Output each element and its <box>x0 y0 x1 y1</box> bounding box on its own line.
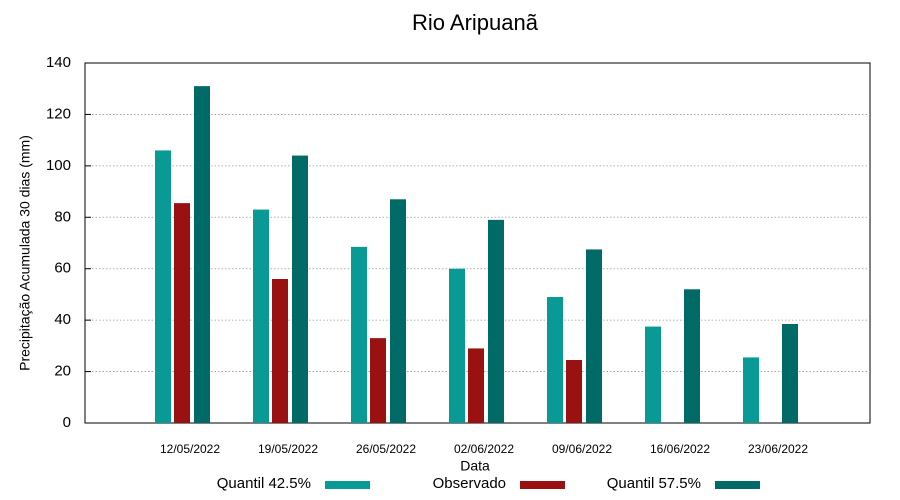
bar <box>547 297 563 423</box>
bar <box>782 324 798 423</box>
legend-label: Quantil 42.5% <box>217 475 311 492</box>
bar <box>253 209 269 423</box>
bar <box>194 86 210 424</box>
bar <box>566 360 582 423</box>
bar <box>468 348 484 423</box>
y-tick-label: 60 <box>54 260 71 277</box>
x-tick-label: 26/05/2022 <box>356 442 416 456</box>
chart-title: Rio Aripuanã <box>412 10 539 35</box>
bar <box>645 326 661 423</box>
y-tick-label: 20 <box>54 363 71 380</box>
y-tick-label: 40 <box>54 311 71 328</box>
bar <box>174 203 190 423</box>
x-tick-label: 09/06/2022 <box>552 442 612 456</box>
x-tick-label: 19/05/2022 <box>258 442 318 456</box>
legend-swatch <box>520 481 565 489</box>
bar <box>449 268 465 423</box>
x-tick-label: 16/06/2022 <box>650 442 710 456</box>
y-tick-label: 0 <box>63 414 71 431</box>
legend-label: Quantil 57.5% <box>607 475 701 492</box>
legend-label: Observado <box>433 475 506 492</box>
bar <box>488 219 504 423</box>
bar <box>292 155 308 424</box>
legend-swatch <box>715 481 760 489</box>
x-tick-label: 12/05/2022 <box>160 442 220 456</box>
x-tick-label: 23/06/2022 <box>748 442 808 456</box>
y-tick-label: 140 <box>46 54 71 71</box>
y-axis-label: Precipitação Acumulada 30 dias (mm) <box>17 135 33 371</box>
bar <box>351 246 367 423</box>
bar <box>684 289 700 423</box>
bar <box>370 338 386 423</box>
bar <box>743 357 759 423</box>
x-tick-label: 02/06/2022 <box>454 442 514 456</box>
legend-swatch <box>325 481 370 489</box>
x-axis-label: Data <box>460 458 490 474</box>
bar <box>155 150 171 423</box>
y-tick-label: 100 <box>46 157 71 174</box>
y-tick-label: 80 <box>54 208 71 225</box>
bar <box>390 199 406 423</box>
bar <box>272 279 288 423</box>
bar <box>586 249 602 423</box>
y-tick-label: 120 <box>46 105 71 122</box>
